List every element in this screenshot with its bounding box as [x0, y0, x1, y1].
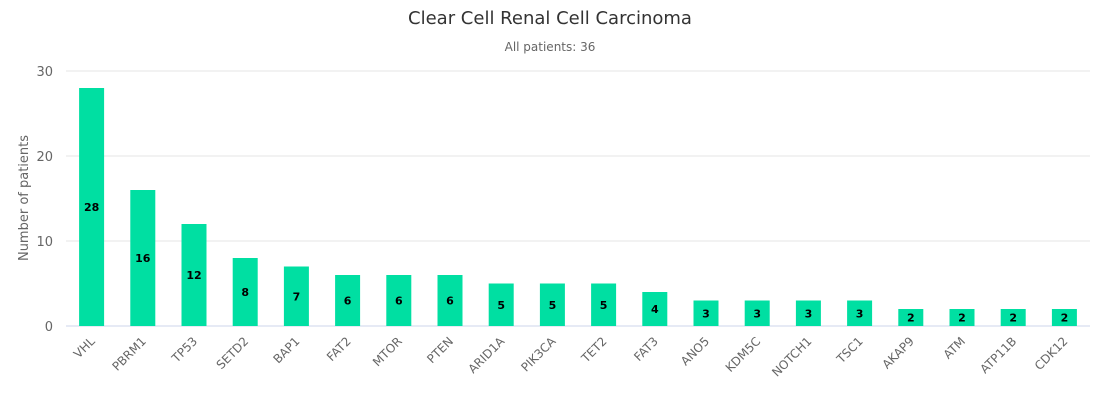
- bar-pik3ca[interactable]: [539, 283, 565, 327]
- x-tick-label: ATM: [941, 334, 969, 362]
- y-tick-label: 0: [45, 320, 53, 335]
- data-label: 6: [395, 295, 403, 308]
- bar-atm[interactable]: [949, 309, 975, 326]
- y-axis-label: Number of patients: [17, 135, 32, 261]
- x-tick-label: ANO5: [678, 334, 712, 368]
- bar-vhl[interactable]: [79, 88, 105, 326]
- chart-title: Clear Cell Renal Cell Carcinoma: [408, 8, 692, 29]
- data-labels: 28 16 12 8 7 6 6 6 5 5 5 4 3 3 3 3 2 2 2 2: [84, 201, 1068, 325]
- x-tick-label: NOTCH1: [769, 334, 814, 379]
- data-label: 2: [1061, 312, 1069, 325]
- bar-setd2[interactable]: [232, 258, 258, 326]
- bar-arid1a[interactable]: [488, 283, 514, 327]
- data-label: 5: [497, 299, 505, 312]
- x-tick-label: TET2: [578, 334, 610, 366]
- gridlines: [66, 70, 1090, 327]
- x-tick-label: TSC1: [833, 334, 866, 367]
- y-axis-ticks: 0 10 20 30: [36, 65, 53, 335]
- x-tick-label: VHL: [71, 334, 98, 361]
- data-label: 3: [753, 307, 761, 320]
- x-tick-label: FAT2: [324, 334, 354, 364]
- data-label: 2: [1009, 312, 1017, 325]
- x-tick-label: BAP1: [270, 334, 302, 366]
- bar-mtor[interactable]: [386, 275, 412, 326]
- y-tick-label: 20: [36, 150, 53, 165]
- data-label: 28: [84, 201, 99, 214]
- chart-subtitle: All patients: 36: [505, 40, 596, 54]
- x-tick-label: KDM5C: [723, 334, 764, 375]
- bar-fat2[interactable]: [335, 275, 361, 326]
- data-label: 2: [907, 312, 915, 325]
- bar-tet2[interactable]: [591, 283, 617, 327]
- x-tick-label: AKAP9: [879, 334, 916, 371]
- data-label: 6: [446, 295, 454, 308]
- bars: [79, 88, 1077, 326]
- data-label: 8: [241, 286, 249, 299]
- x-tick-label: FAT3: [631, 334, 661, 364]
- y-tick-label: 30: [36, 65, 53, 80]
- bar-tsc1[interactable]: [847, 300, 873, 327]
- x-axis-ticks: VHL PBRM1 TP53 SETD2 BAP1 FAT2 MTOR PTEN ARID1A P…: [71, 334, 1071, 380]
- data-label: 5: [549, 299, 557, 312]
- x-tick-label: TP53: [168, 334, 200, 366]
- bar-notch1[interactable]: [795, 300, 821, 327]
- data-label: 6: [344, 295, 352, 308]
- bar-fat3[interactable]: [642, 292, 668, 326]
- x-tick-label: PIK3CA: [518, 334, 559, 375]
- data-label: 5: [600, 299, 608, 312]
- data-label: 3: [856, 307, 864, 320]
- x-tick-label: ARID1A: [465, 334, 507, 376]
- x-tick-label: CDK12: [1032, 334, 1071, 373]
- data-label: 4: [651, 303, 659, 316]
- bar-tp53[interactable]: [181, 224, 207, 326]
- bar-bap1[interactable]: [283, 266, 309, 327]
- bar-ano5[interactable]: [693, 300, 719, 327]
- x-tick-label: MTOR: [370, 334, 405, 369]
- data-label: 3: [805, 307, 813, 320]
- bar-kdm5c[interactable]: [744, 300, 770, 327]
- bar-pten[interactable]: [437, 275, 463, 326]
- x-tick-label: SETD2: [214, 334, 252, 372]
- x-tick-label: ATP11B: [977, 334, 1019, 376]
- data-label: 12: [186, 269, 201, 282]
- data-label: 2: [958, 312, 966, 325]
- y-tick-label: 10: [36, 235, 53, 250]
- bar-pbrm1[interactable]: [130, 190, 156, 326]
- x-tick-label: PBRM1: [109, 334, 148, 373]
- bar-atp11b[interactable]: [1000, 309, 1026, 326]
- data-label: 16: [135, 252, 151, 265]
- bar-akap9[interactable]: [898, 309, 924, 326]
- data-label: 7: [293, 290, 301, 303]
- bar-cdk12[interactable]: [1051, 309, 1077, 326]
- x-tick-label: PTEN: [424, 334, 456, 366]
- data-label: 3: [702, 307, 710, 320]
